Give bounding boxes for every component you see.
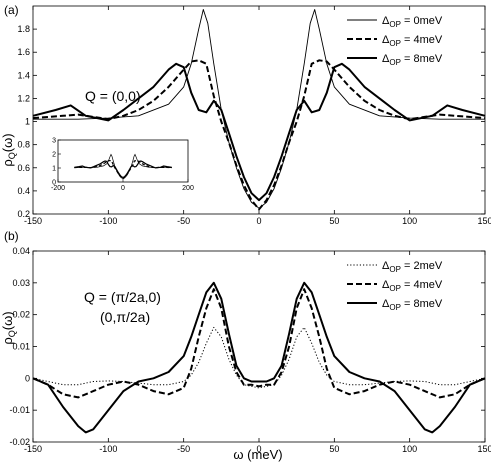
- panel-0-xtick-label: -50: [177, 216, 190, 226]
- panel-a-ylabel-main: ρ: [0, 159, 15, 166]
- inset-series-line: [74, 160, 172, 179]
- panel-a-ylabel-suffix: (ω): [0, 133, 15, 152]
- panel-0-xtick-label: 50: [329, 216, 339, 226]
- plot-area: -150 -100 -50 0 50 100 1500.20.40.60.811.21.41…: [9, 5, 491, 454]
- panel-0-series-line: [32, 59, 486, 211]
- panel-b-ylabel: ρQ(ω): [0, 311, 17, 344]
- inset-ytick-label: 2: [52, 152, 56, 159]
- panel-1-series-line: [32, 281, 486, 434]
- panel-1-xtick-label: 150: [477, 444, 491, 454]
- panel-1-ytick-label: 0.02: [12, 310, 30, 320]
- panel-1-ytick-label: -0.01: [9, 405, 30, 415]
- panel-0-xtick-label: 150: [477, 216, 491, 226]
- panel-0-ytick-label: 1.6: [17, 47, 30, 57]
- panel-1-xtick-label: 100: [402, 444, 417, 454]
- inset-xtick-label: 0: [121, 185, 125, 192]
- panel-1-xtick-label: -150: [24, 444, 42, 454]
- panel-0-xtick-label: 0: [256, 216, 261, 226]
- panel-1-xtick-label: -50: [177, 444, 190, 454]
- inset-frame: [57, 139, 189, 183]
- panel-0-xtick-label: -100: [99, 216, 117, 226]
- legend-entry: ΔOP = 0meV: [382, 15, 443, 29]
- legend-entry: ΔOP = 4meV: [382, 279, 443, 293]
- panel-0-ytick-label: 1.2: [17, 93, 30, 103]
- inset-ytick-label: 0: [52, 180, 56, 187]
- panel-0-ytick-label: 0.4: [17, 186, 30, 196]
- legend-entry: ΔOP = 8meV: [382, 298, 443, 312]
- panel-1-ytick-label: 0.03: [12, 278, 30, 288]
- panel-0-series-line: [32, 62, 486, 202]
- panel-1-ytick-label: 0.01: [12, 342, 30, 352]
- panel-b-ylabel-main: ρ: [0, 337, 15, 344]
- panel-0-ytick-label: 0.6: [17, 163, 30, 173]
- panel-b-label: (b): [4, 229, 19, 243]
- panel-a-label: (a): [4, 3, 19, 17]
- legend-entry: ΔOP = 2meV: [382, 260, 443, 274]
- panel-0-ytick-label: 0.8: [17, 140, 30, 150]
- inset-ytick-label: 1: [52, 166, 56, 173]
- panel-b-ylabel-sub: Q: [7, 330, 17, 337]
- panel-1-xtick-label: 0: [256, 444, 261, 454]
- panel-b-ylabel-suffix: (ω): [0, 311, 15, 330]
- panel-a-ylabel-sub: Q: [7, 152, 17, 159]
- panel-1-xtick-label: -100: [99, 444, 117, 454]
- inset-series-line: [74, 159, 172, 180]
- legend-entry: ΔOP = 8meV: [382, 53, 443, 67]
- legend-entry: ΔOP = 4meV: [382, 34, 443, 48]
- panel-0-ytick-label: 1: [25, 117, 30, 127]
- panel-1-xtick-label: 50: [329, 444, 339, 454]
- panel-1-ytick-label: -0.02: [9, 437, 30, 447]
- panel-b-annotation2: (0,π/2a): [100, 309, 150, 325]
- inset-xtick-label: -200: [51, 185, 65, 192]
- panel-0-ytick-label: 1.4: [17, 70, 30, 80]
- panel-0-ytick-label: 1.8: [17, 24, 30, 34]
- panel-a-ylabel: ρQ(ω): [0, 133, 17, 166]
- panel-0-xtick-label: -150: [24, 216, 42, 226]
- inset-xtick-label: 200: [182, 185, 194, 192]
- panel-0-ytick-label: 0.2: [17, 209, 30, 219]
- panel-b-annotation: Q = (π/2a,0): [84, 289, 161, 305]
- panel-0-xtick-label: 100: [402, 216, 417, 226]
- panel-1-series-line: [32, 326, 486, 389]
- inset-ytick-label: 3: [52, 138, 56, 145]
- panel-1-ytick-label: 0: [25, 373, 30, 383]
- panel-1-ytick-label: 0.04: [12, 246, 30, 256]
- panel-b-xlabel: ω (meV): [233, 447, 282, 462]
- panel-a-annotation: Q = (0,0): [85, 88, 141, 104]
